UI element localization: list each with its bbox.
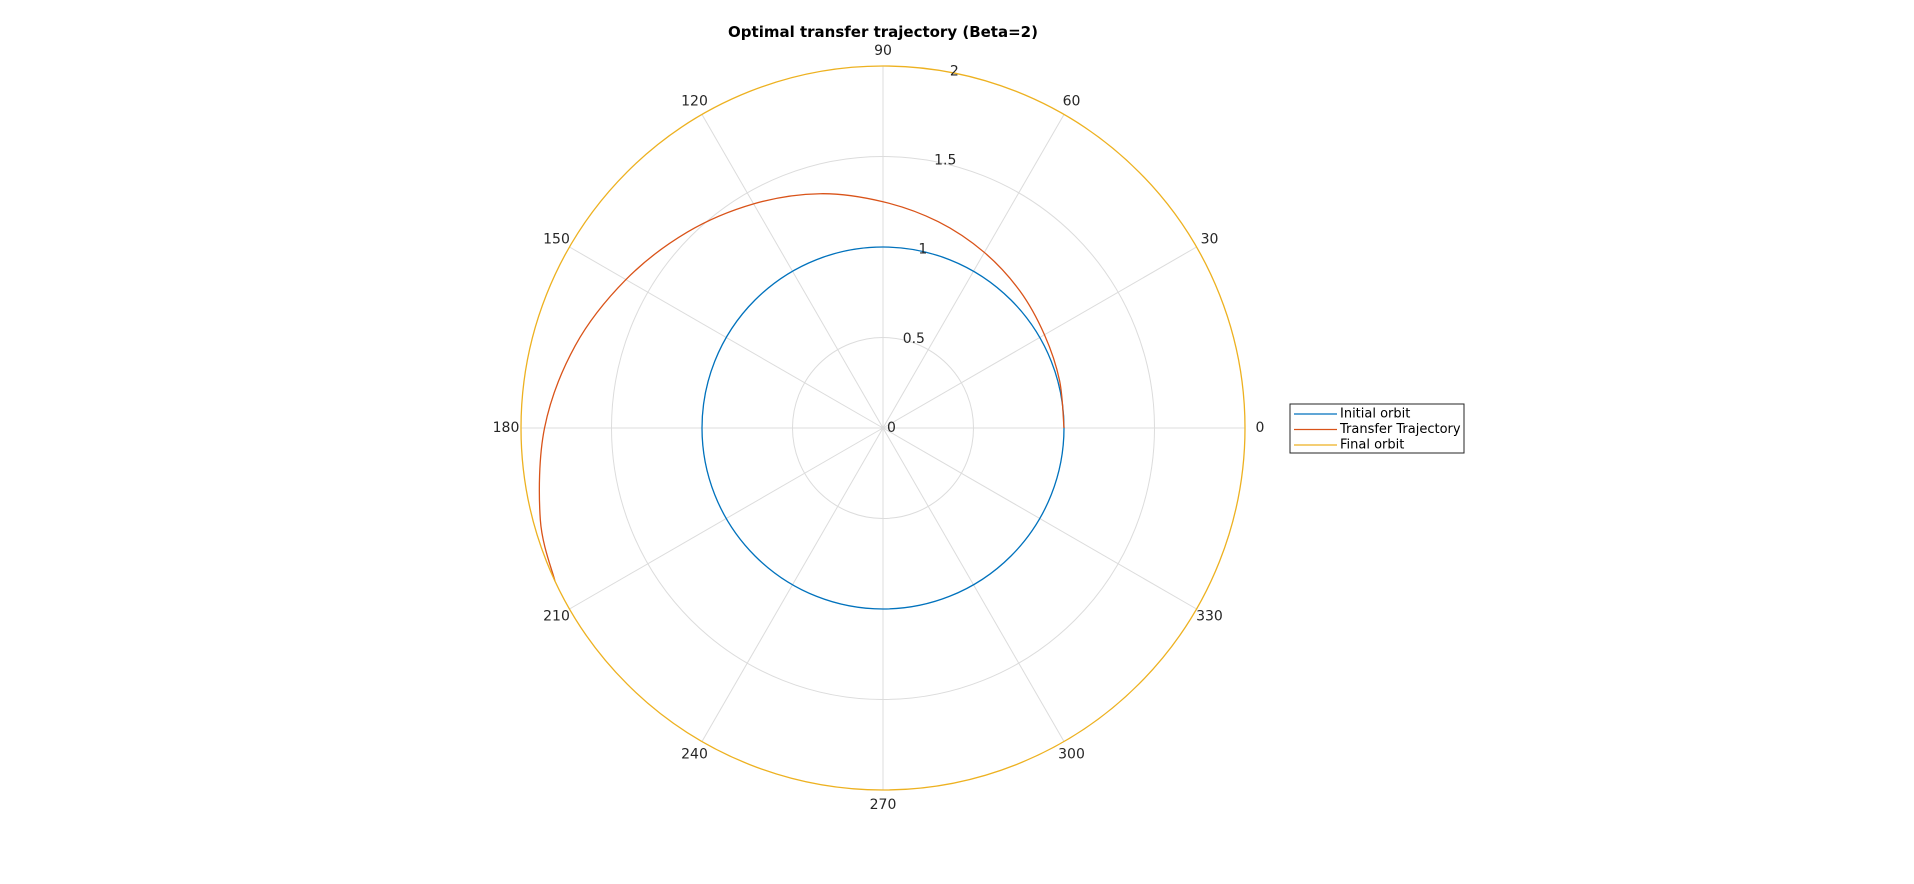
series-layer [520, 65, 1246, 791]
theta-tick-label: 300 [1058, 746, 1085, 762]
chart-title: Optimal transfer trajectory (Beta=2) [728, 23, 1038, 41]
r-tick-label: 1.5 [934, 153, 956, 169]
r-tick-label: 0.5 [903, 331, 925, 347]
series-2-line [520, 65, 1246, 791]
theta-tick-label: 210 [543, 609, 570, 625]
r-grid-ring [792, 337, 974, 519]
legend-label: Initial orbit [1340, 407, 1410, 422]
theta-tick-label: 30 [1201, 232, 1219, 248]
theta-tick-label: 90 [874, 43, 892, 59]
polar-grid [521, 66, 1245, 790]
series-1-line [538, 193, 1065, 582]
legend-label: Transfer Trajectory [1339, 422, 1461, 437]
theta-tick-label: 0 [1256, 420, 1265, 436]
r-tick-label: 0 [887, 420, 896, 436]
legend-label: Final orbit [1340, 438, 1404, 453]
theta-tick-label: 60 [1063, 94, 1081, 110]
theta-tick-label: 330 [1196, 609, 1223, 625]
theta-tick-label: 150 [543, 232, 570, 248]
tick-labels: 0 30 60 90 120 150 180 210 240 270 300 330 0 0.5 1 1.5 2 [493, 43, 1265, 813]
theta-tick-label: 120 [681, 94, 708, 110]
theta-tick-label: 180 [493, 420, 520, 436]
r-grid-ring [611, 156, 1155, 700]
r-tick-label: 1 [918, 242, 927, 258]
theta-tick-label: 270 [870, 797, 897, 813]
r-tick-label: 2 [950, 63, 959, 79]
theta-tick-label: 240 [681, 746, 708, 762]
